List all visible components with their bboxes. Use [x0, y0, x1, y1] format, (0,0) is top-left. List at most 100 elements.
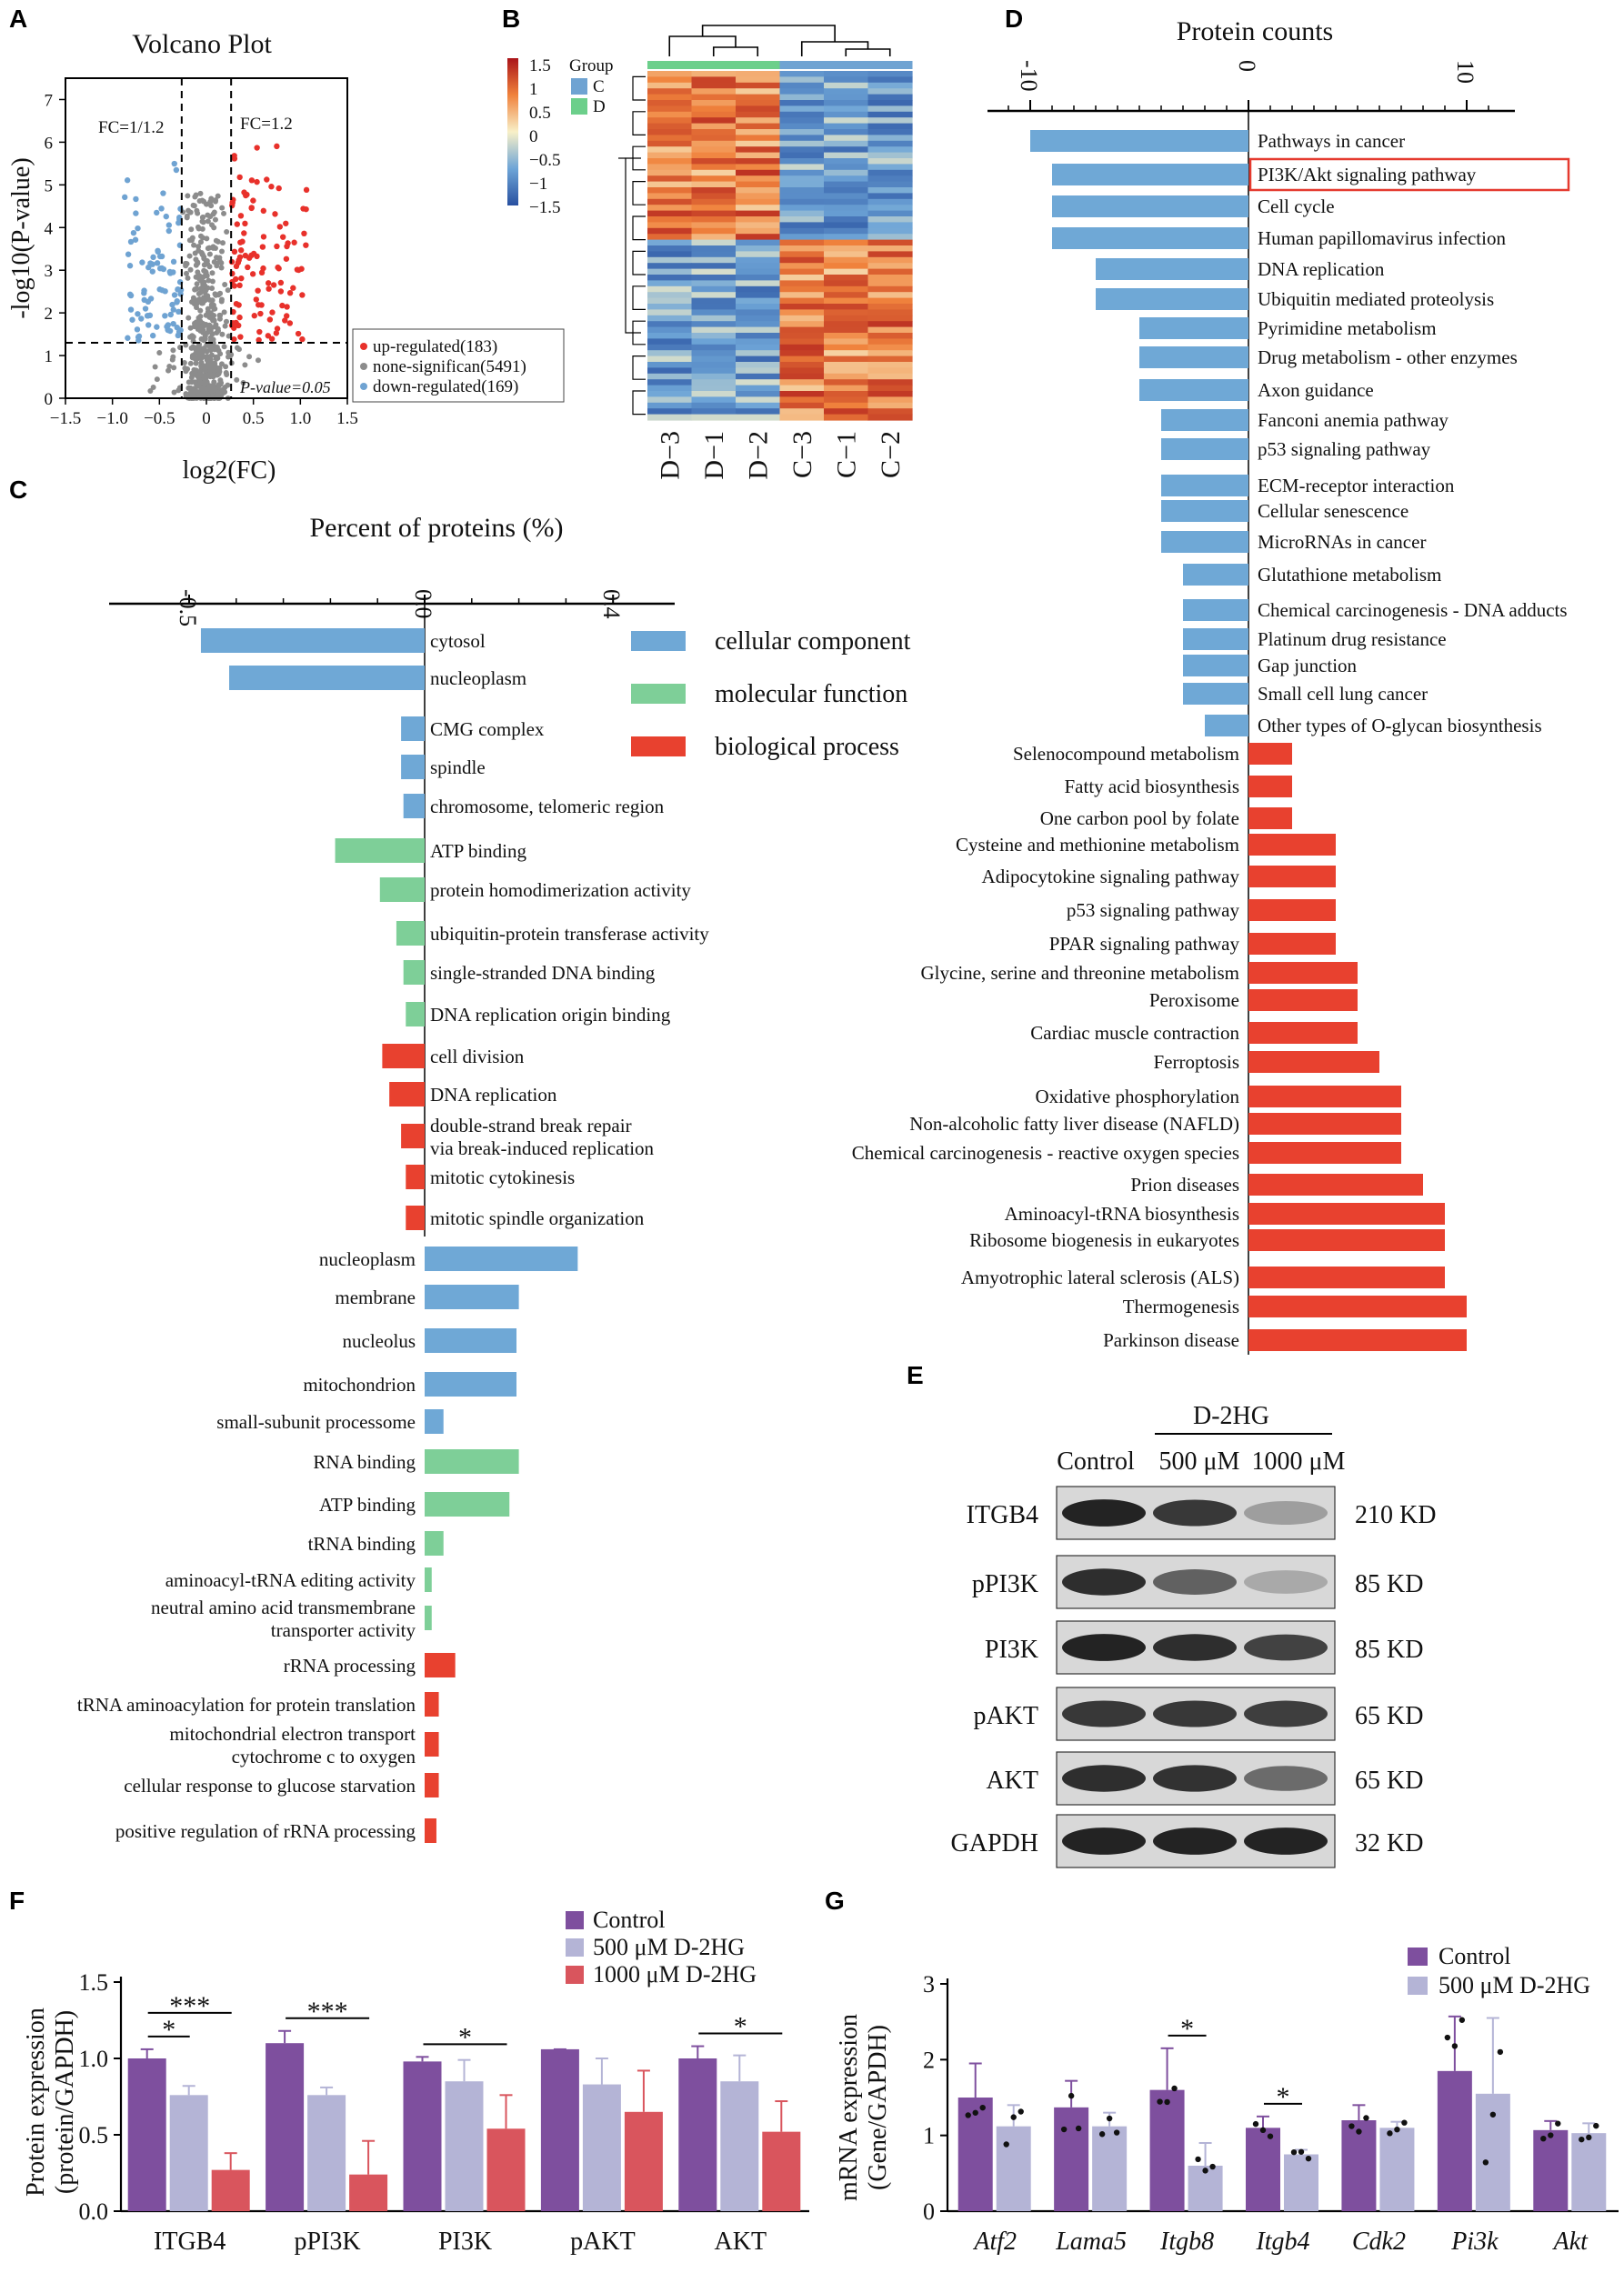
- lane-label: 1000 μM: [1252, 1447, 1346, 1476]
- heatmap-cell: [647, 396, 693, 404]
- x-tick-label: 0: [202, 409, 211, 428]
- point-none: [171, 389, 177, 396]
- point-down: [159, 286, 165, 294]
- bar: [996, 2126, 1031, 2211]
- heatmap-cell: [779, 146, 825, 154]
- point-none: [156, 350, 163, 356]
- x-tick-label: 10: [1452, 60, 1479, 84]
- point-up: [303, 205, 309, 213]
- significance-marker: *: [458, 2022, 472, 2052]
- kegg-bar: [1052, 164, 1248, 185]
- heatmap-cell: [779, 205, 825, 212]
- go-bar: [406, 1165, 425, 1189]
- heatmap-cell: [691, 169, 737, 176]
- point-down: [174, 325, 180, 331]
- heatmap-cell: [736, 245, 781, 252]
- heatmap-cell: [824, 205, 869, 212]
- point-down: [145, 322, 152, 328]
- bar: [403, 2061, 442, 2211]
- heatmap-cell: [736, 222, 781, 229]
- lane-label: 500 μM: [1159, 1447, 1240, 1476]
- heatmap-cell: [647, 280, 693, 287]
- point-none: [187, 266, 194, 273]
- go-term-label: double-strand break repair: [430, 1115, 632, 1136]
- panel-label-f: F: [9, 1887, 25, 1915]
- point-none: [196, 197, 203, 204]
- heatmap-cell: [867, 146, 913, 154]
- kegg-pathway-label: Thermogenesis: [1123, 1296, 1239, 1317]
- heatmap-cell: [779, 175, 825, 183]
- heatmap-cell: [647, 268, 693, 275]
- blot-protein-label: pAKT: [973, 1702, 1038, 1730]
- point-down: [169, 301, 175, 308]
- point-up: [254, 178, 260, 185]
- heatmap-cell: [736, 326, 781, 334]
- point-up: [260, 207, 266, 215]
- heatmap-cell: [736, 315, 781, 322]
- point-down: [124, 177, 131, 184]
- point-down: [158, 205, 165, 212]
- group-bar-cell: [691, 61, 737, 69]
- point-down: [135, 311, 141, 317]
- heatmap-cell: [691, 94, 737, 101]
- y-axis-label: mRNA expression: [835, 2014, 863, 2201]
- y-tick-label: 2: [45, 305, 54, 324]
- data-point: [1113, 2129, 1120, 2136]
- point-none: [193, 192, 199, 198]
- heatmap-cell: [647, 193, 693, 200]
- data-point: [1106, 2115, 1113, 2122]
- heatmap-cell: [736, 396, 781, 404]
- point-none: [195, 291, 202, 297]
- heatmap-cell: [647, 292, 693, 299]
- point-none: [212, 360, 218, 366]
- heatmap-cell: [691, 396, 737, 404]
- go-term-label: tRNA aminoacylation for protein translat…: [77, 1694, 416, 1716]
- point-none: [175, 387, 182, 394]
- kegg-pathway-label: Oxidative phosphorylation: [1035, 1086, 1239, 1107]
- heatmap-cell: [824, 414, 869, 421]
- go-bar: [425, 1531, 444, 1556]
- point-none: [209, 278, 216, 285]
- point-none: [214, 255, 220, 261]
- point-none: [218, 248, 225, 255]
- go-bar: [425, 1285, 519, 1309]
- point-down: [165, 227, 172, 235]
- blot-size-label: 65 KD: [1355, 1702, 1423, 1730]
- group-bar-cell: [647, 61, 692, 69]
- point-down: [160, 190, 166, 196]
- data-point: [1164, 2098, 1170, 2106]
- go-term-label: protein homodimerization activity: [430, 879, 691, 901]
- dendro-branch: [632, 390, 646, 416]
- blot-size-label: 32 KD: [1355, 1829, 1423, 1857]
- heatmap-cell: [824, 100, 869, 106]
- point-none: [210, 244, 216, 250]
- point-none: [209, 285, 216, 292]
- heatmap-cell: [824, 391, 869, 397]
- point-up: [238, 275, 245, 282]
- heatmap-cell: [647, 181, 693, 188]
- point-none: [216, 365, 223, 371]
- heatmap-cell: [647, 333, 693, 339]
- heatmap-cell: [867, 414, 913, 421]
- data-point: [972, 2109, 978, 2116]
- bar: [266, 2043, 305, 2211]
- heatmap-cell: [824, 111, 869, 118]
- heatmap-cell: [647, 82, 693, 89]
- heatmap-cell: [867, 391, 913, 397]
- heatmap-cell: [779, 268, 825, 275]
- y-tick-label: 0: [923, 2198, 935, 2225]
- heatmap-cell: [691, 280, 737, 287]
- heatmap-cell: [691, 152, 737, 159]
- kegg-pathway-label: PPAR signaling pathway: [1049, 933, 1240, 955]
- go-term-label: ATP binding: [430, 840, 526, 862]
- heatmap-cell: [691, 205, 737, 212]
- heatmap-cell: [736, 135, 781, 142]
- point-down: [154, 260, 161, 266]
- bar: [1092, 2126, 1128, 2211]
- kegg-pathway-label: Small cell lung cancer: [1258, 683, 1428, 705]
- point-none: [188, 237, 195, 244]
- point-none: [193, 321, 199, 327]
- point-none: [194, 372, 200, 378]
- heatmap-cell: [779, 140, 825, 147]
- point-down: [135, 225, 141, 232]
